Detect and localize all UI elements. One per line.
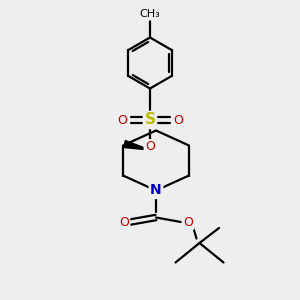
Text: O: O xyxy=(117,113,127,127)
Text: O: O xyxy=(173,113,183,127)
Polygon shape xyxy=(124,140,150,150)
Text: S: S xyxy=(145,112,155,128)
Text: O: O xyxy=(183,215,193,229)
Text: CH₃: CH₃ xyxy=(140,9,160,19)
Text: N: N xyxy=(150,184,162,197)
Text: O: O xyxy=(119,215,129,229)
Text: O: O xyxy=(145,140,155,154)
